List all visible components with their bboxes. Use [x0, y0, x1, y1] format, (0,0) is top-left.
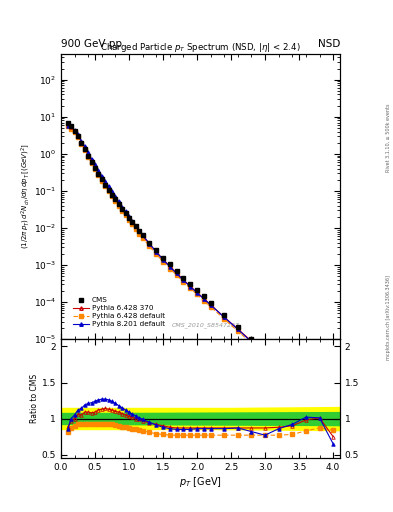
Text: mcplots.cern.ch [arXiv:1306.3436]: mcplots.cern.ch [arXiv:1306.3436]: [386, 275, 391, 360]
Text: NSD: NSD: [318, 38, 340, 49]
Title: Charged Particle $p_T$ Spectrum (NSD, $|\eta|$ < 2.4): Charged Particle $p_T$ Spectrum (NSD, $|…: [100, 41, 301, 54]
Legend: CMS, Pythia 6.428 370, Pythia 6.428 default, Pythia 8.201 default: CMS, Pythia 6.428 370, Pythia 6.428 defa…: [70, 294, 168, 330]
Y-axis label: $(1/2\pi\,p_T)\,d^2N_{ch}/d\eta\,dp_T\,[(GeV)^2]$: $(1/2\pi\,p_T)\,d^2N_{ch}/d\eta\,dp_T\,[…: [19, 143, 32, 249]
Text: 900 GeV pp: 900 GeV pp: [61, 38, 122, 49]
Y-axis label: Ratio to CMS: Ratio to CMS: [30, 374, 39, 423]
X-axis label: $p_T$ [GeV]: $p_T$ [GeV]: [179, 475, 222, 489]
Text: Rivet 3.1.10, ≥ 500k events: Rivet 3.1.10, ≥ 500k events: [386, 104, 391, 173]
Text: CMS_2010_S8547297: CMS_2010_S8547297: [172, 322, 240, 328]
